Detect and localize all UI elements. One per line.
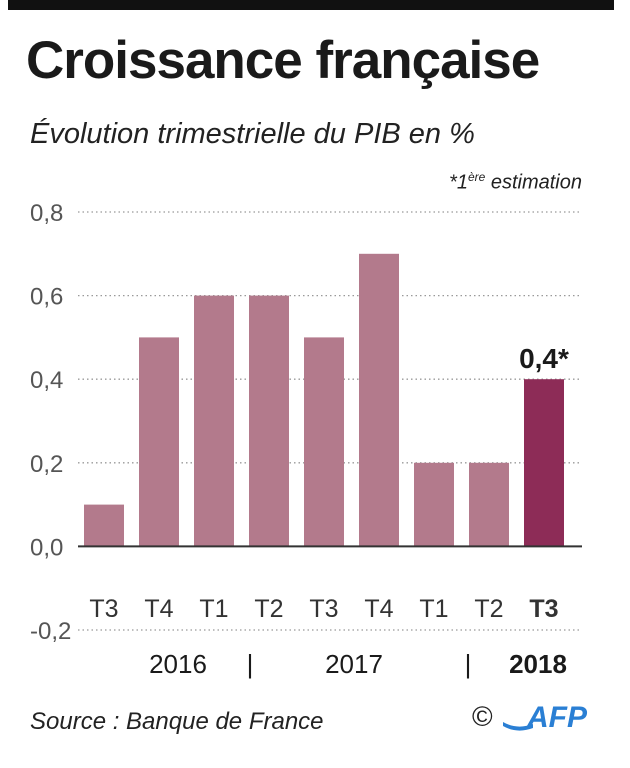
x-tick-label: T2	[474, 595, 503, 623]
bar	[469, 462, 509, 547]
y-tick-label: 0,2	[30, 451, 63, 478]
bar	[414, 462, 454, 547]
y-tick-label: 0,8	[30, 200, 63, 227]
top-bar	[8, 0, 614, 10]
y-tick-label: 0,4	[30, 367, 63, 394]
year-label: 2018	[509, 649, 567, 679]
bar	[84, 504, 124, 547]
data-label: 0,4*	[519, 343, 569, 374]
bar	[139, 337, 179, 547]
x-tick-label: T3	[89, 595, 118, 623]
bar	[194, 295, 234, 547]
note-superscript: ère	[467, 170, 486, 184]
credit: © AFP	[472, 700, 599, 734]
x-tick-label: T4	[144, 595, 173, 623]
chart-subtitle: Évolution trimestrielle du PIB en %	[30, 118, 475, 150]
bar	[524, 379, 564, 547]
x-tick-label: T3	[309, 595, 338, 623]
chart-title: Croissance française	[26, 31, 540, 90]
y-tick-label: 0,6	[30, 284, 63, 311]
bar	[249, 295, 289, 547]
year-label: 2017	[325, 649, 383, 679]
y-tick-label: 0,0	[30, 534, 63, 561]
note-suffix: estimation	[485, 171, 582, 194]
x-tick-label: T4	[364, 595, 393, 623]
copyright-symbol: ©	[472, 701, 493, 732]
bar-chart: 0,8 0,6 0,4 0,2 0,0 -0,2 T3 T4 T1 T2 T3 T4 T1 T2 T3 0,4…	[30, 200, 582, 679]
year-label: 2016	[149, 649, 207, 679]
x-tick-label: T1	[419, 595, 448, 623]
estimation-note: *1ère estimation	[449, 170, 582, 195]
bar	[304, 337, 344, 547]
x-tick-label: T3	[529, 595, 558, 623]
x-tick-label: T1	[199, 595, 228, 623]
year-separator: |	[465, 649, 472, 679]
note-prefix: *1	[449, 171, 468, 194]
year-separator: |	[247, 649, 254, 679]
afp-logo: AFP	[503, 701, 588, 734]
bar	[359, 253, 399, 547]
x-tick-label: T2	[254, 595, 283, 623]
source-text: Source : Banque de France	[30, 708, 324, 735]
svg-text:AFP: AFP	[526, 701, 588, 734]
y-tick-label: -0,2	[30, 618, 71, 645]
